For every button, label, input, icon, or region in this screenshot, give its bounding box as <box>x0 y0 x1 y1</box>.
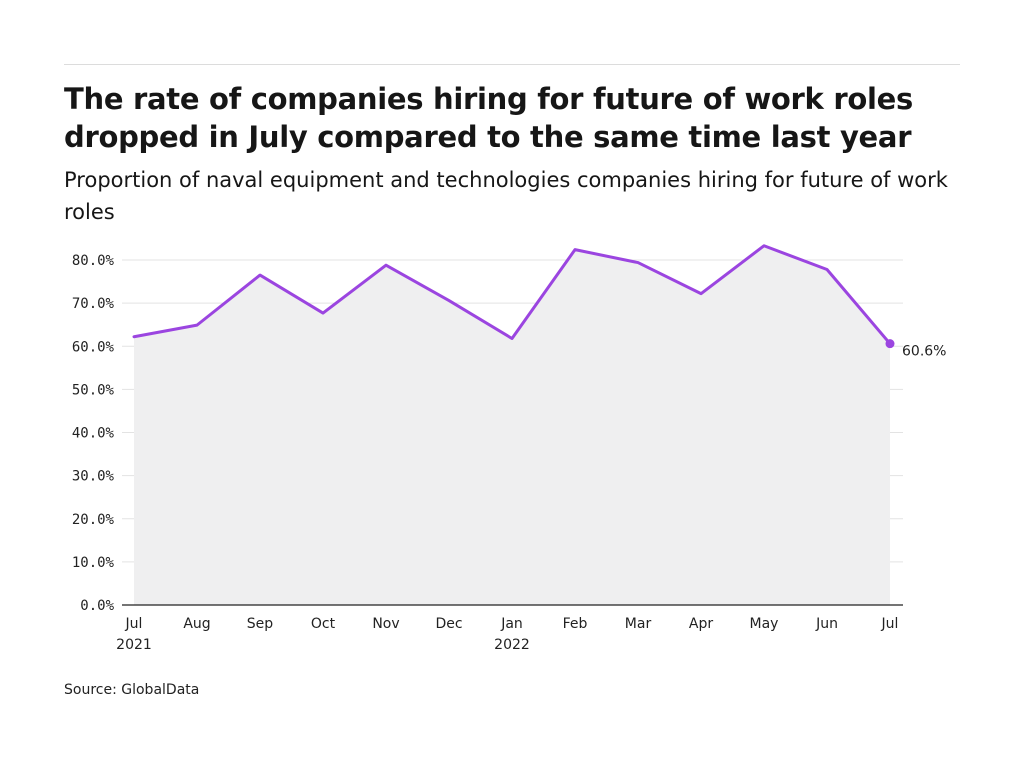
end-value-label: 60.6% <box>902 344 946 360</box>
x-tick-label: Oct <box>311 616 336 632</box>
x-tick-label: Nov <box>372 616 399 632</box>
y-tick-label: 20.0% <box>72 512 115 528</box>
series-line <box>132 244 892 346</box>
y-tick-label: 0.0% <box>80 598 114 614</box>
y-tick-label: 80.0% <box>72 253 115 269</box>
y-tick-label: 60.0% <box>72 339 115 355</box>
data-points <box>885 339 895 349</box>
x-tick-year-label: 2021 <box>116 637 152 653</box>
x-tick-label: Aug <box>183 616 210 632</box>
x-tick-label: Mar <box>625 616 652 632</box>
y-tick-label: 40.0% <box>72 426 115 442</box>
y-tick-label: 50.0% <box>72 382 115 398</box>
top-divider <box>64 64 960 65</box>
y-axis-ticks: 0.0% 10.0% 20.0% 30.0% 40.0% 50.0% 60.0% 70.0% 8… <box>72 253 115 614</box>
x-tick-label: Feb <box>563 616 588 632</box>
chart-title: The rate of companies hiring for future … <box>64 82 913 154</box>
source-note: Source: GlobalData <box>64 682 200 698</box>
x-tick-label: Jan <box>500 616 523 632</box>
x-tick-label: Sep <box>247 616 274 632</box>
x-tick-label: Jun <box>815 616 838 632</box>
x-axis-ticks: Jul 2021 Aug Sep Oct Nov Dec Jan 2022 Feb Mar Apr Ma… <box>116 616 898 653</box>
area-fill <box>134 245 890 606</box>
x-tick-label: Apr <box>689 616 713 632</box>
data-point-last <box>885 339 895 349</box>
x-tick-label: Dec <box>435 616 462 632</box>
x-tick-label: Jul <box>125 616 143 632</box>
x-tick-label: Jul <box>881 616 899 632</box>
y-tick-label: 10.0% <box>72 555 115 571</box>
y-tick-label: 70.0% <box>72 296 115 312</box>
chart-subtitle: Proportion of naval equipment and techno… <box>64 168 948 224</box>
y-tick-label: 30.0% <box>72 469 115 485</box>
x-tick-label: May <box>750 616 779 632</box>
x-tick-year-label: 2022 <box>494 637 530 653</box>
